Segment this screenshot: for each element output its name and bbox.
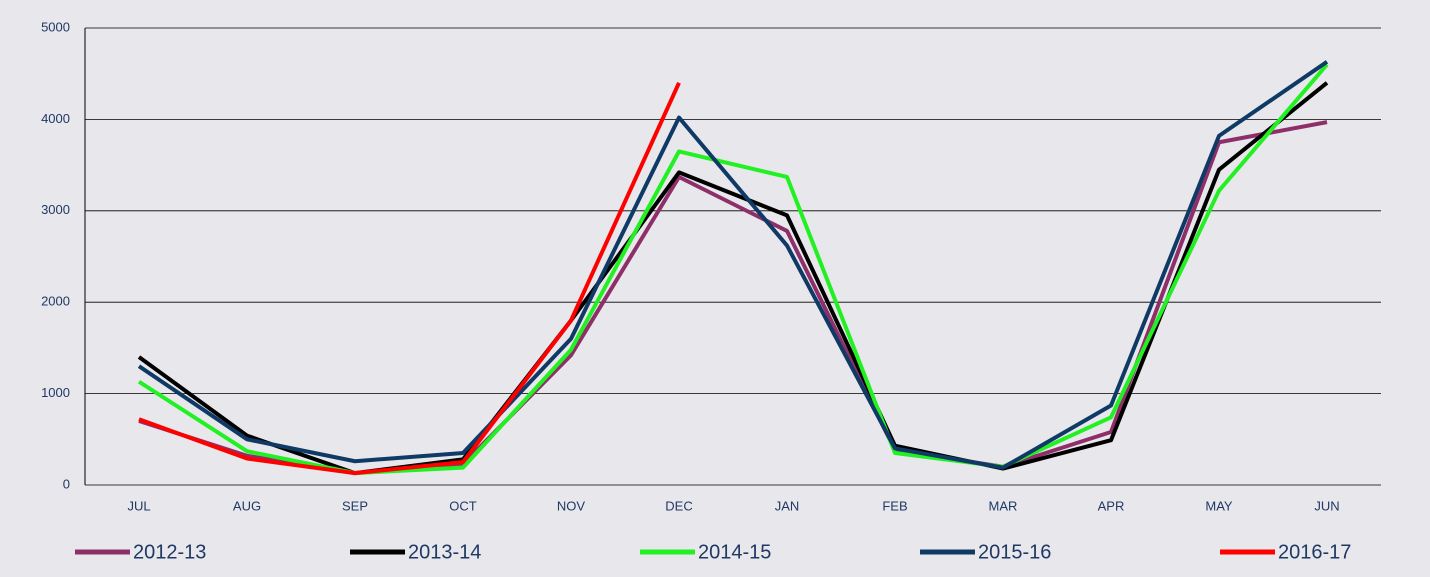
y-tick-label: 5000 <box>41 19 70 34</box>
legend-label: 2016-17 <box>1278 541 1351 563</box>
x-tick-label: JAN <box>775 498 800 513</box>
x-tick-label: OCT <box>449 498 477 513</box>
y-tick-label: 2000 <box>41 294 70 309</box>
x-tick-label: APR <box>1098 498 1125 513</box>
legend-label: 2015-16 <box>978 541 1051 563</box>
x-tick-label: JUL <box>127 498 150 513</box>
series-line <box>138 82 681 476</box>
x-tick-label: DEC <box>665 498 692 513</box>
legend-label: 2013-14 <box>408 541 481 563</box>
x-tick-label: NOV <box>557 498 586 513</box>
legend-label: 2014-15 <box>698 541 771 563</box>
x-tick-label: AUG <box>233 498 261 513</box>
series-line <box>137 60 1329 470</box>
x-tick-label: MAY <box>1205 498 1233 513</box>
y-tick-label: 1000 <box>41 385 70 400</box>
y-tick-label: 0 <box>63 476 70 491</box>
x-tick-label: MAR <box>989 498 1018 513</box>
x-tick-label: SEP <box>342 498 368 513</box>
x-tick-label: JUN <box>1314 498 1339 513</box>
y-tick-label: 4000 <box>41 111 70 126</box>
x-tick-label: FEB <box>882 498 907 513</box>
series-line <box>137 81 1329 476</box>
y-tick-label: 3000 <box>41 202 70 217</box>
legend-label: 2012-13 <box>133 541 206 563</box>
